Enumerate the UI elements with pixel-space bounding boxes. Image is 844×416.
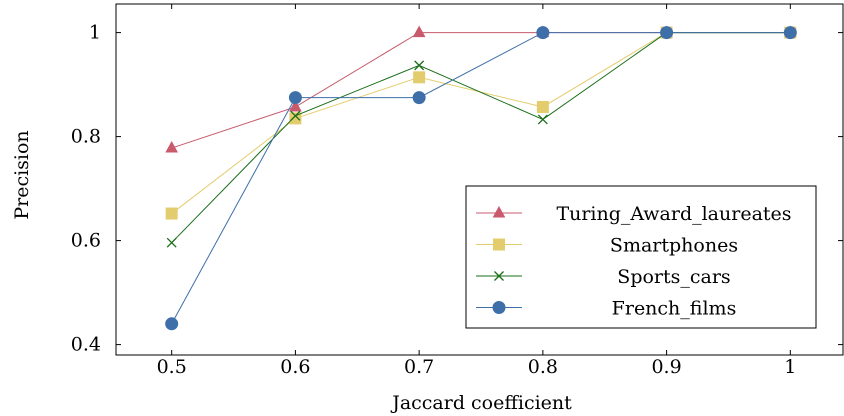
legend-label-turing-award-laureates: Turing_Award_laureates	[556, 203, 791, 225]
data-point-smartphones	[165, 207, 178, 220]
x-tick-label: 0.6	[280, 356, 310, 378]
legend-marker-sports-cars	[494, 271, 504, 281]
data-point-sports-cars	[537, 114, 548, 125]
y-tick-label: 0.6	[71, 230, 101, 252]
series-line-turing-award-laureates	[171, 32, 791, 149]
legend-marker-smartphones	[493, 238, 505, 251]
data-point-sports-cars	[290, 110, 301, 121]
legend-label-sports-cars: Sports_cars	[617, 266, 730, 288]
series-line-french-films	[171, 32, 791, 325]
x-tick-label: 0.7	[404, 356, 434, 378]
data-point-french-films	[783, 26, 797, 40]
data-point-french-films	[165, 317, 179, 331]
legend-marker-french-films	[492, 301, 506, 314]
data-point-turing-award-laureates	[412, 25, 426, 38]
data-point-french-films	[660, 26, 674, 40]
legend-label-french-films: French_films	[612, 298, 737, 320]
data-point-sports-cars	[166, 237, 177, 248]
legend-marker-turing-award-laureates	[492, 205, 506, 218]
y-tick-label: 1	[89, 22, 101, 44]
data-point-turing-award-laureates	[289, 99, 302, 112]
data-point-smartphones	[413, 71, 426, 84]
x-axis-label: Jaccard coefficient	[390, 392, 572, 414]
legend-label-smartphones: Smartphones	[610, 235, 738, 257]
data-point-french-films	[412, 91, 426, 105]
data-point-smartphones	[536, 100, 549, 113]
data-point-smartphones	[289, 112, 302, 125]
data-point-turing-award-laureates	[165, 141, 179, 153]
y-tick-label: 0.8	[71, 126, 101, 148]
data-point-french-films	[288, 91, 302, 105]
x-tick-label: 0.8	[528, 356, 558, 378]
x-tick-label: 1	[784, 356, 796, 378]
x-tick-label: 0.9	[651, 356, 681, 378]
data-point-sports-cars	[414, 60, 425, 71]
y-axis-label: Precision	[11, 130, 33, 219]
plot-frame	[115, 3, 844, 356]
legend-box	[465, 185, 817, 329]
x-tick-label: 0.5	[157, 356, 187, 378]
y-tick-label: 0.4	[71, 334, 101, 356]
data-point-french-films	[536, 26, 550, 40]
